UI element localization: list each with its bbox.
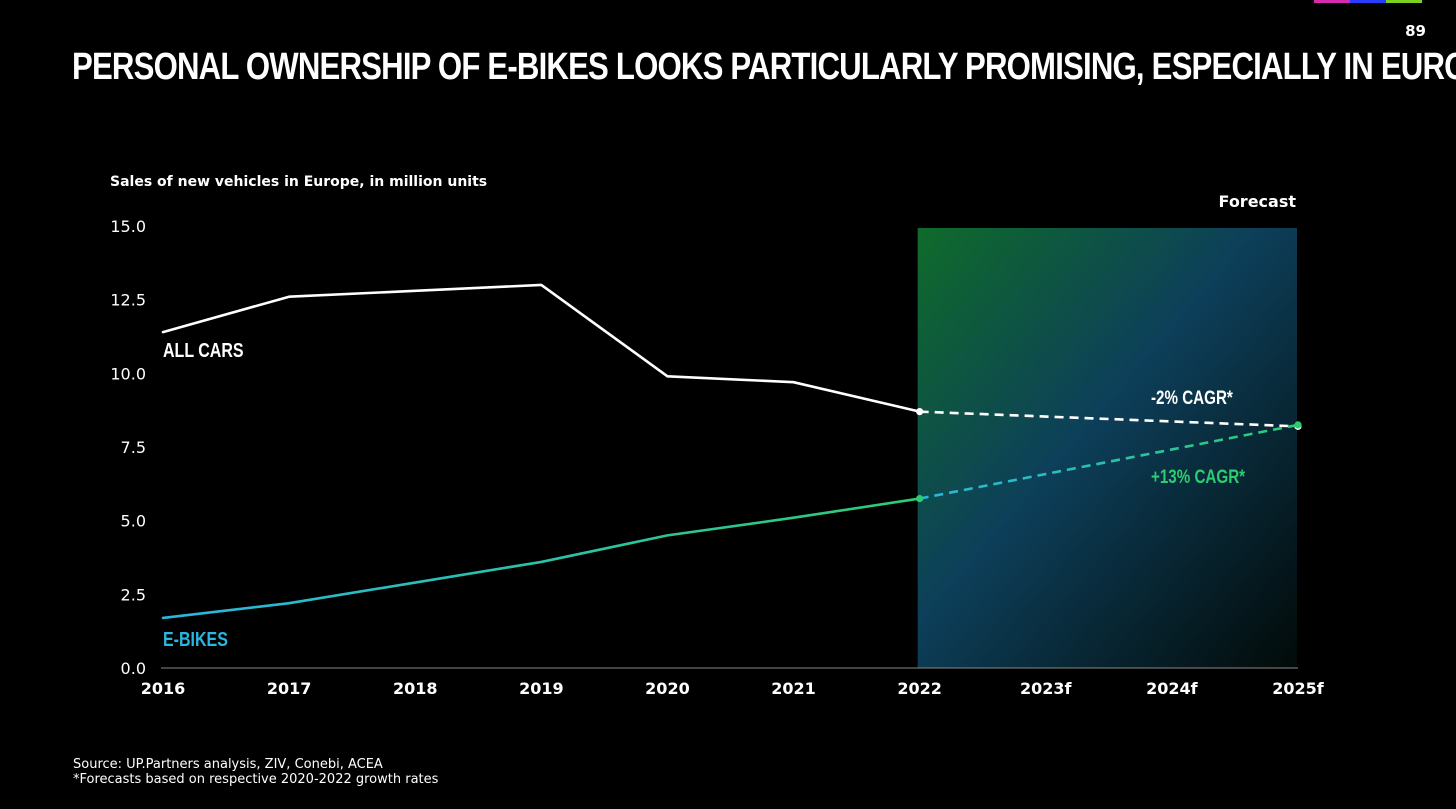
all-cars-series-label: ALL CARS xyxy=(163,339,244,361)
y-tick-label: 15.0 xyxy=(110,217,146,236)
x-tick-label: 2019 xyxy=(519,679,564,698)
series-layer: ALL CARS -2% CAGR* E-BIKES +13% CAGR* xyxy=(161,283,1302,650)
chart-title: Sales of new vehicles in Europe, in mill… xyxy=(110,174,487,190)
x-tick-label: 2024f xyxy=(1146,679,1199,698)
all-cars-cagr-label: -2% CAGR* xyxy=(1151,386,1233,408)
y-tick-label: 12.5 xyxy=(110,291,146,310)
y-tick-label: 10.0 xyxy=(110,364,146,383)
ebikes-2022-point xyxy=(916,494,924,503)
x-tick-label: 2016 xyxy=(141,679,186,698)
ebikes-cagr-label: +13% CAGR* xyxy=(1151,465,1245,487)
ebikes-line xyxy=(161,497,921,620)
x-tick-label: 2022 xyxy=(897,679,942,698)
y-tick-label: 7.5 xyxy=(121,438,146,457)
x-tick-label: 2018 xyxy=(393,679,438,698)
forecast-note: *Forecasts based on respective 2020-2022… xyxy=(73,772,439,787)
corner-bar-blue xyxy=(1350,0,1386,3)
ebikes-series-label: E-BIKES xyxy=(163,628,228,650)
corner-bar-magenta xyxy=(1314,0,1350,3)
ebikes-forecast-line xyxy=(919,423,1299,500)
x-tick-label: 2023f xyxy=(1020,679,1073,698)
y-tick-label: 2.5 xyxy=(121,585,146,604)
x-tick-label: 2020 xyxy=(645,679,690,698)
corner-accent-bars xyxy=(1314,0,1422,3)
all-cars-forecast-line xyxy=(919,410,1299,428)
all-cars-2022-point xyxy=(916,408,924,416)
ebikes-2025f-point xyxy=(1294,421,1302,429)
page-number: 89 xyxy=(1405,22,1426,40)
forecast-region xyxy=(917,228,1297,668)
x-tick-label: 2017 xyxy=(267,679,312,698)
x-tick-label: 2025f xyxy=(1272,679,1325,698)
x-axis-ticks: 2016 2017 2018 2019 2020 2021 2022 2023f 2024f 20… xyxy=(141,679,1325,698)
y-axis-ticks: 0.0 2.5 5.0 7.5 10.0 12.5 15.0 xyxy=(110,217,146,678)
y-tick-label: 5.0 xyxy=(121,512,146,531)
corner-bar-green xyxy=(1386,0,1422,3)
source-note: Source: UP.Partners analysis, ZIV, Coneb… xyxy=(73,757,383,772)
forecast-label: Forecast xyxy=(1219,192,1297,211)
x-tick-label: 2021 xyxy=(771,679,816,698)
y-tick-label: 0.0 xyxy=(121,659,146,678)
all-cars-line xyxy=(161,283,921,413)
footnote-block: Source: UP.Partners analysis, ZIV, Coneb… xyxy=(73,757,438,787)
